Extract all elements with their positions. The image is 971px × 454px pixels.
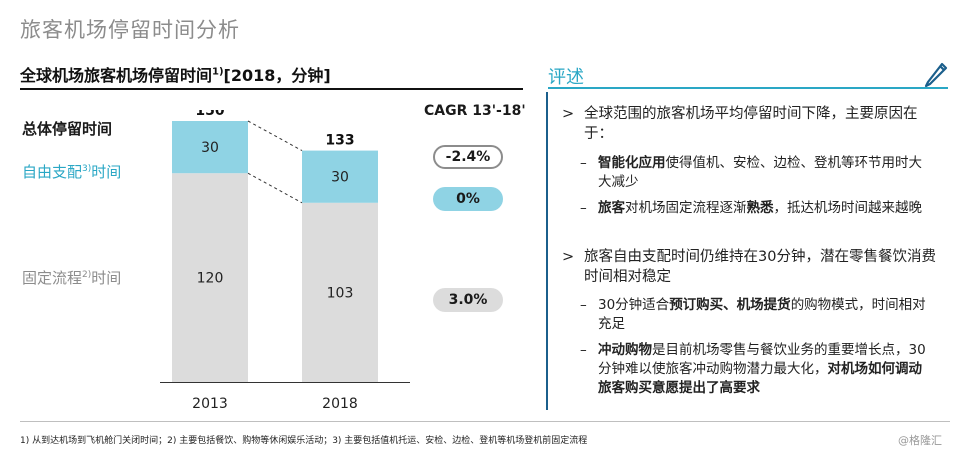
- connector-fixed: [247, 172, 303, 204]
- comment-point-2: > 旅客自由支配时间仍维持在30分钟，潜在零售餐饮消费时间相对稳定: [562, 249, 936, 285]
- chart-title-main: 全球机场旅客机场停留时间: [20, 66, 213, 85]
- comment-sub-2a: – 30分钟适合预订购买、机场提货的购物模式，时间相对充足: [580, 297, 926, 332]
- value-fixed-2018: 103: [327, 285, 354, 301]
- x-tick-2018: 2018: [322, 396, 358, 412]
- value-fixed-2013: 120: [197, 271, 224, 287]
- cagr-discretionary-pill: 0%: [433, 187, 503, 211]
- bar-discretionary-2018: [302, 150, 378, 203]
- bar-fixed-2018: [302, 202, 378, 382]
- chart-title: 全球机场旅客机场停留时间1)[2018，分钟]: [20, 62, 331, 86]
- cagr-total-pill: -2.4%: [433, 145, 503, 169]
- chart-title-footnote-ref: 1): [212, 66, 224, 78]
- stacked-bar-chart: 120 30 150 2013 103 30 133 2018: [160, 110, 410, 412]
- comment-sub-2b: – 冲动购物是目前机场零售与餐饮业务的重要增长点，30分钟难以使旅客冲动购物潜力…: [580, 342, 926, 396]
- chart-title-suffix: [2018，分钟]: [223, 66, 331, 85]
- comment-title-rule: [548, 87, 948, 89]
- comment-point-1: > 全球范围的旅客机场平均停留时间下降，主要原因在于：: [562, 106, 918, 142]
- value-discretionary-2013: 30: [201, 140, 219, 156]
- cagr-header: CAGR 13'-18': [424, 103, 526, 119]
- footnote-rule: [20, 421, 950, 422]
- chart-title-rule: [20, 88, 523, 90]
- cagr-fixed-pill: 3.0%: [433, 288, 503, 312]
- label-total-time: 总体停留时间: [22, 120, 113, 138]
- x-tick-2013: 2013: [192, 396, 228, 412]
- bar-fixed-2013: [172, 173, 248, 382]
- value-total-2013: 150: [195, 110, 224, 119]
- comment-sub-1b: – 旅客对机场固定流程逐渐熟悉，抵达机场时间越来越晚: [580, 200, 922, 216]
- value-discretionary-2018: 30: [331, 170, 349, 186]
- page-title: 旅客机场停留时间分析: [20, 18, 240, 42]
- connector-total: [247, 120, 303, 152]
- comment-sub-1a: – 智能化应用使得值机、安检、边检、登机等环节用时大大减少: [580, 155, 922, 190]
- footnote: 1) 从到达机场到飞机舱门关闭时间；2) 主要包括餐饮、购物等休闲娱乐活动；3)…: [20, 436, 588, 446]
- comment-panel: [546, 92, 948, 410]
- bar-discretionary-2013: [172, 121, 248, 174]
- watermark: @格隆汇: [898, 434, 942, 447]
- label-discretionary-time: 自由支配3)时间: [22, 163, 122, 181]
- label-fixed-time: 固定流程2)时间: [22, 269, 122, 287]
- comment-title: 评述: [548, 67, 584, 88]
- pencil-icon: [924, 62, 948, 88]
- value-total-2018: 133: [325, 133, 354, 149]
